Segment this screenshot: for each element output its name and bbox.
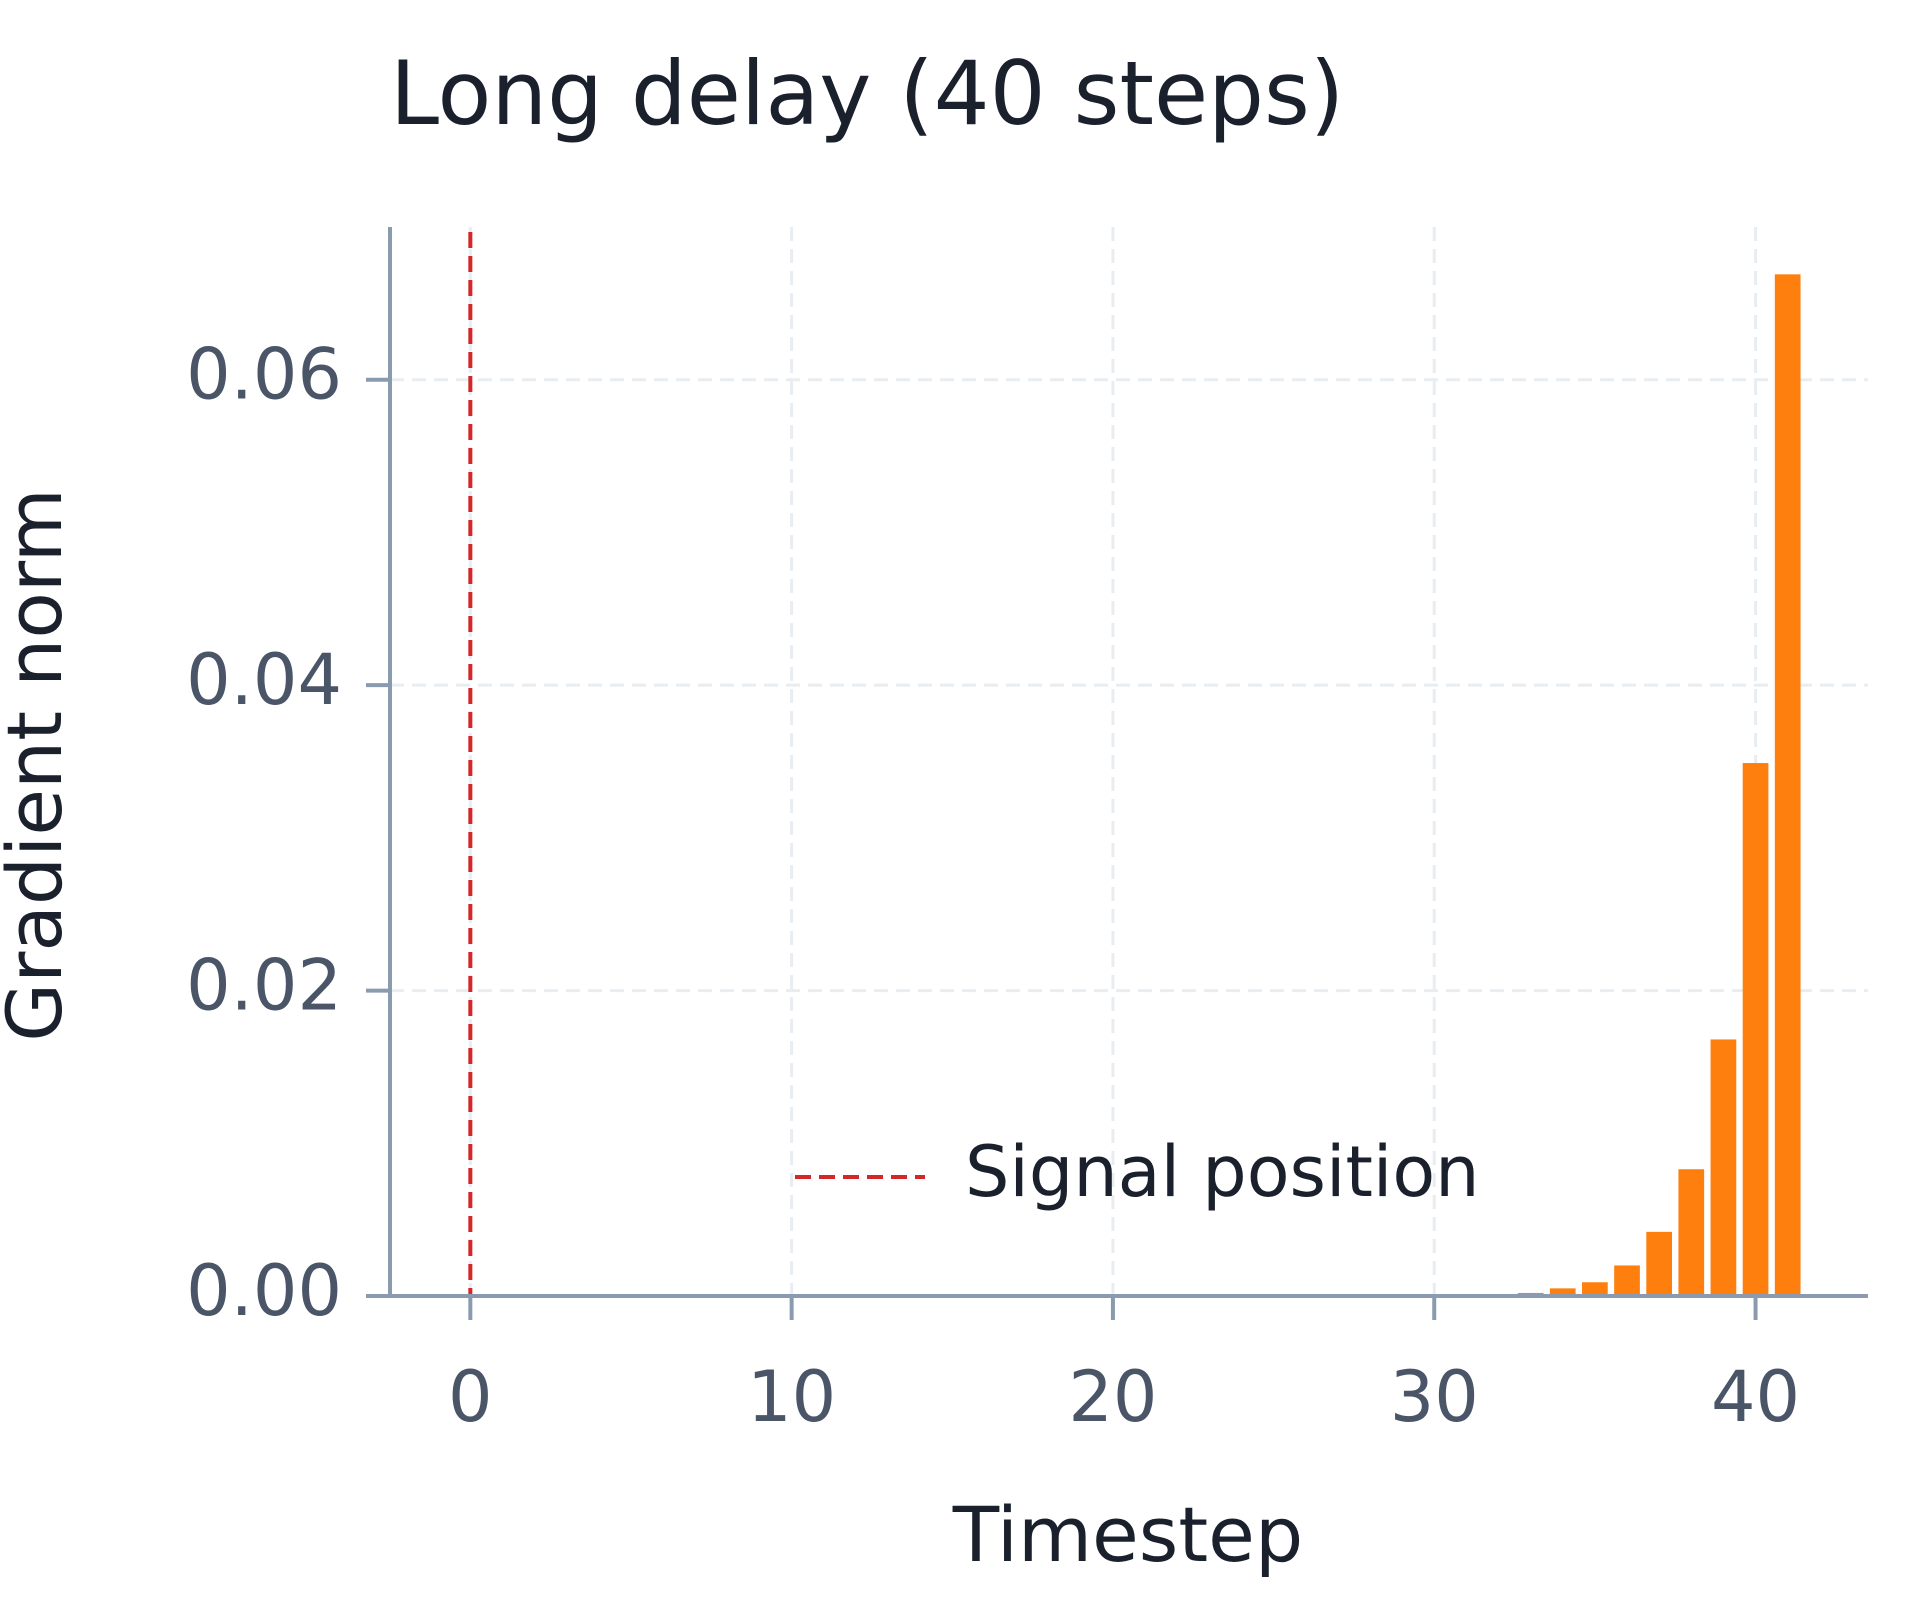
bar [1710,1039,1737,1296]
bar [1549,1288,1576,1296]
bar [1614,1265,1640,1296]
chart-title: Long delay (40 steps) [390,42,1344,145]
bar [1774,274,1801,1296]
y-axis-label: Gradient norm [0,488,79,1042]
legend-label: Signal position [965,1131,1480,1213]
bar [1646,1231,1673,1296]
x-tick-label: 0 [448,1356,493,1438]
y-tick-label: 0.04 [186,639,342,721]
x-tick-label: 20 [1068,1356,1157,1438]
bar [1582,1282,1608,1296]
x-axis-label: Timestep [952,1490,1303,1579]
bar [1742,763,1769,1296]
y-tick-label: 0.06 [186,334,342,416]
y-tick-label: 0.00 [186,1250,342,1332]
x-tick-label: 40 [1711,1356,1800,1438]
y-tick-label: 0.02 [186,945,342,1027]
x-tick-label: 10 [747,1356,836,1438]
x-tick-label: 30 [1390,1356,1479,1438]
bar [1678,1169,1705,1296]
